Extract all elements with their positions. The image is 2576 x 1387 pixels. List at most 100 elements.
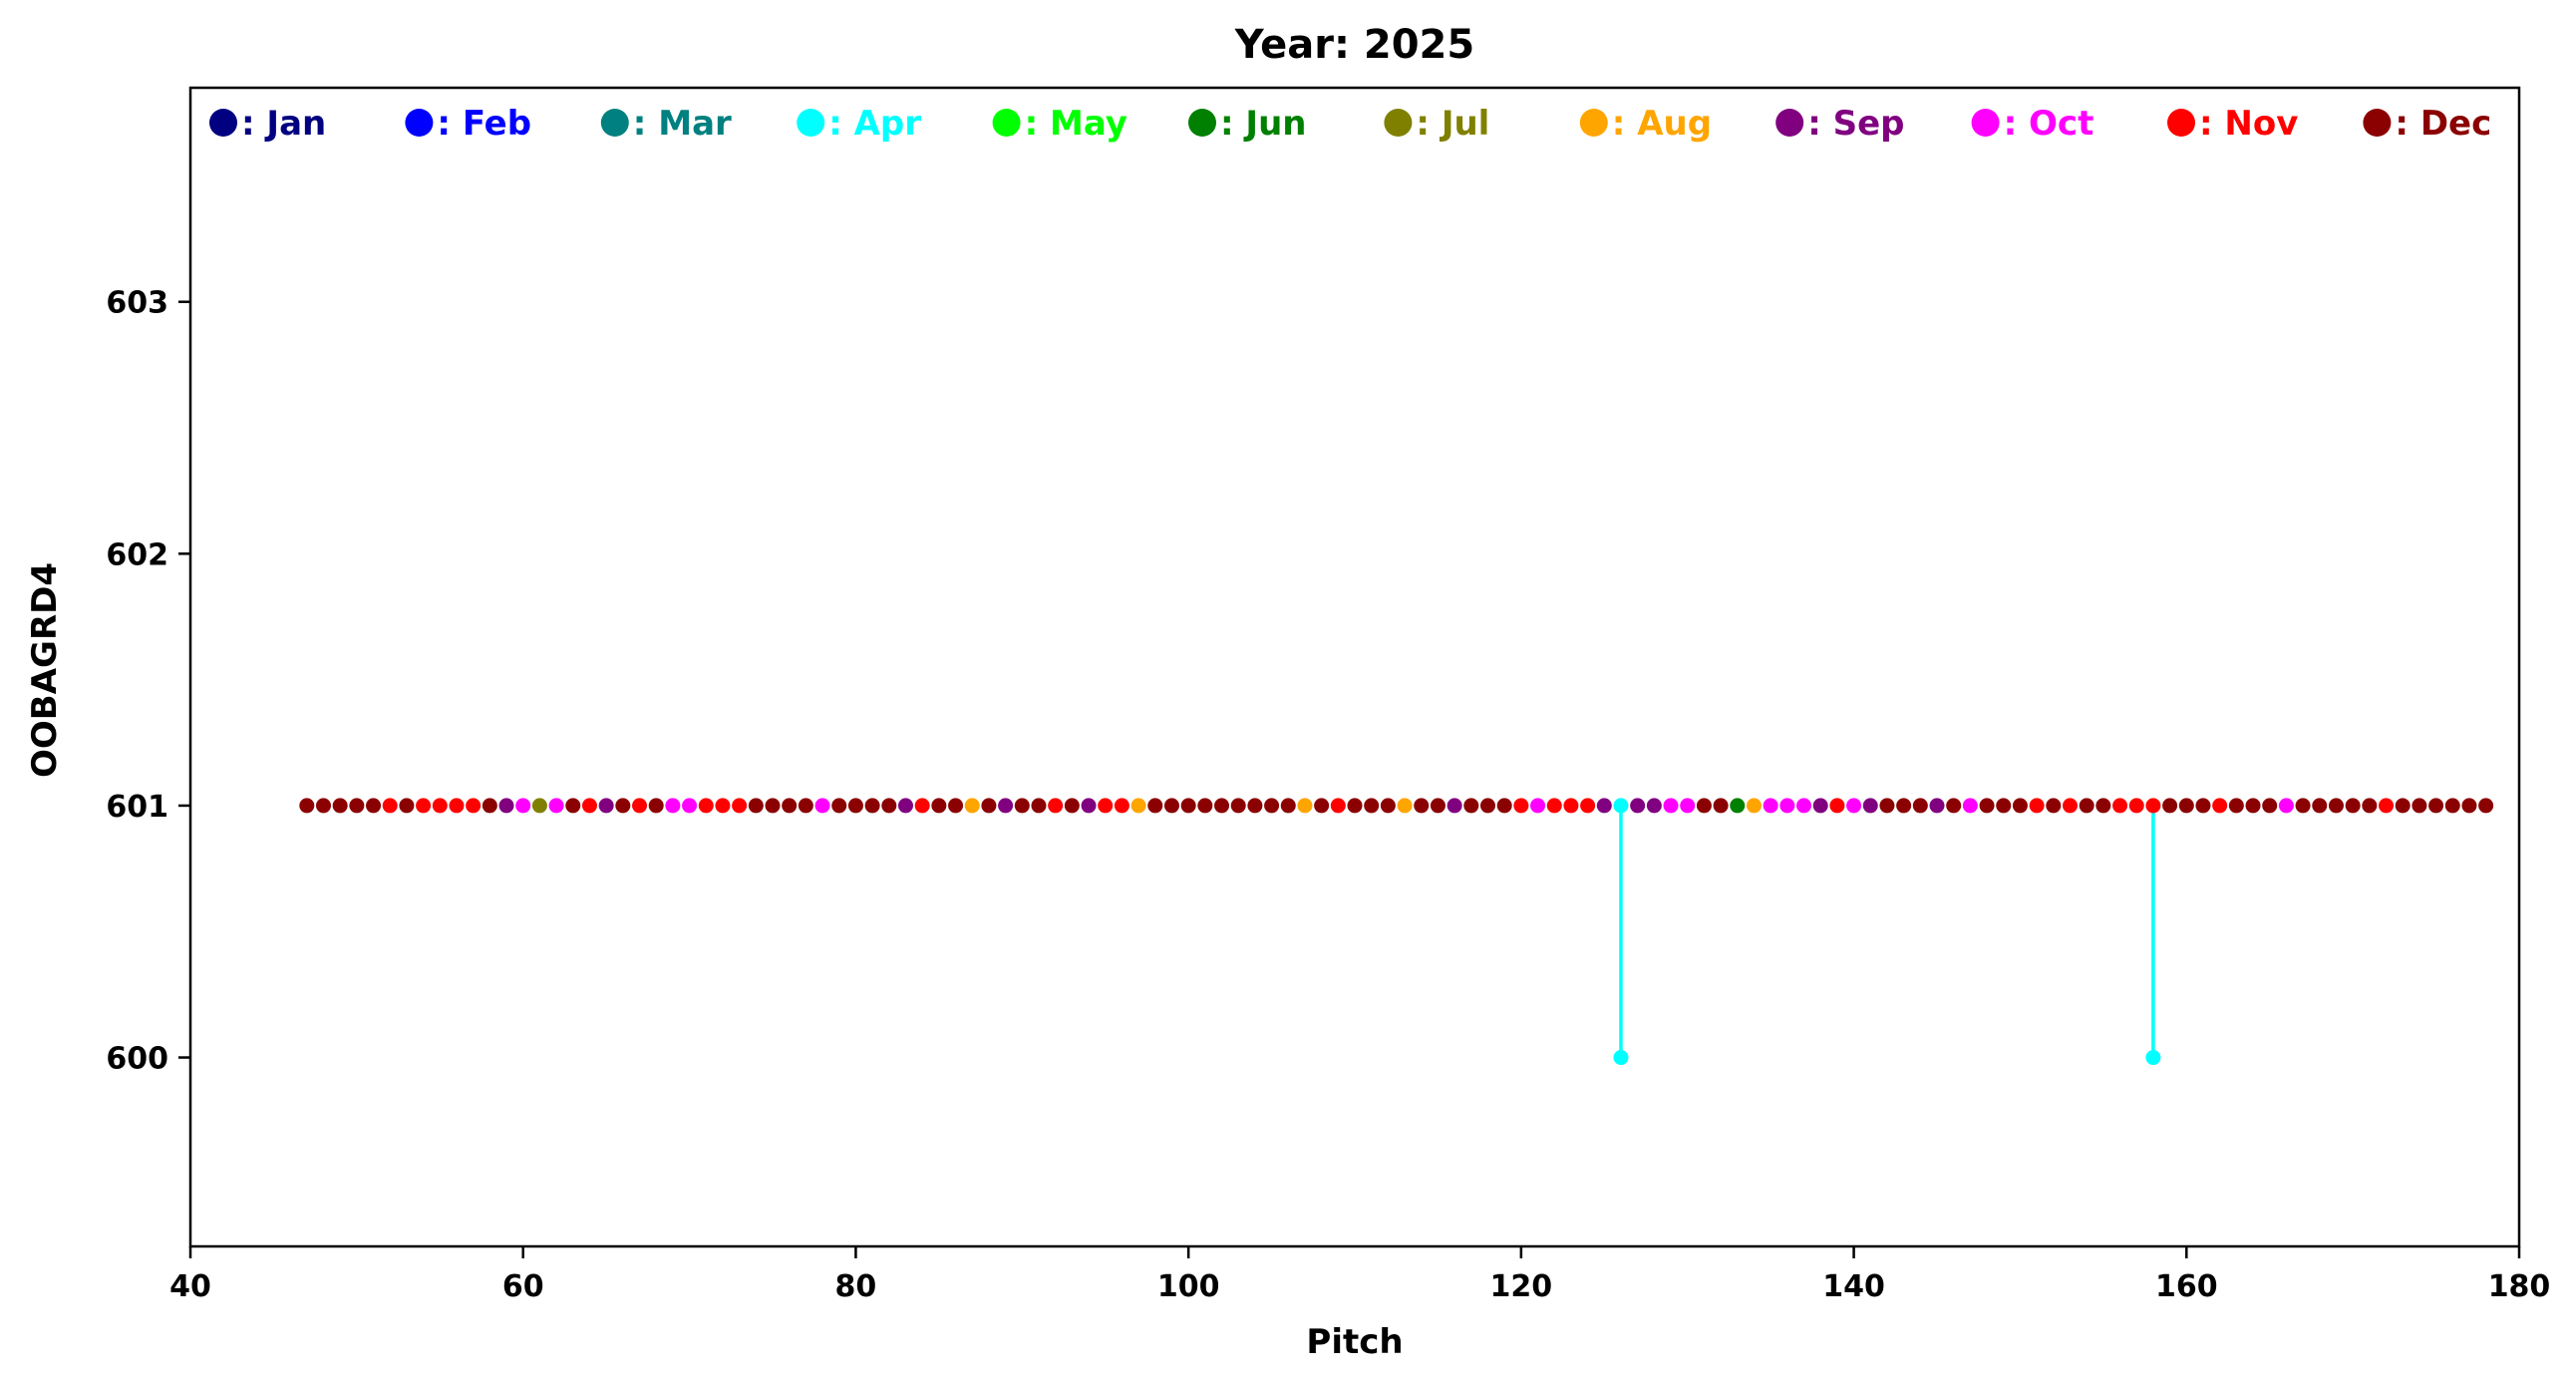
point-nov [698, 798, 714, 814]
point-nov [449, 798, 465, 814]
point-dec [1896, 798, 1912, 814]
point-dec [1031, 798, 1047, 814]
point-apr [2145, 1050, 2161, 1066]
point-aug [1746, 798, 1762, 814]
point-nov [416, 798, 432, 814]
point-dec [648, 798, 664, 814]
point-dec [2328, 798, 2344, 814]
legend-label-oct: : Oct [2004, 104, 2094, 144]
point-dec [1264, 798, 1280, 814]
legend-marker-oct [1971, 109, 2000, 137]
point-dec [565, 798, 581, 814]
x-tick-label: 100 [1157, 1269, 1220, 1304]
point-apr [1613, 1050, 1629, 1066]
point-dec [2228, 798, 2244, 814]
point-nov [1330, 798, 1346, 814]
legend-label-feb: : Feb [437, 104, 531, 144]
point-sep [598, 798, 614, 814]
point-dec [1197, 798, 1213, 814]
legend-label-jan: : Jan [241, 104, 326, 144]
point-dec [2012, 798, 2028, 814]
point-dec [349, 798, 365, 814]
point-dec [798, 798, 813, 814]
point-sep [998, 798, 1014, 814]
x-tick-label: 40 [169, 1269, 211, 1304]
plot-frame [188, 86, 2521, 1248]
point-dec [1180, 798, 1196, 814]
point-dec [1364, 798, 1380, 814]
point-dec [2395, 798, 2411, 814]
y-tick-label: 600 [106, 1042, 168, 1077]
point-dec [765, 798, 781, 814]
point-dec [1912, 798, 1928, 814]
point-sep [1596, 798, 1612, 814]
x-tick-label: 80 [835, 1269, 877, 1304]
point-dec [1163, 798, 1179, 814]
point-dec [2095, 798, 2111, 814]
legend-label-jun: : Jun [1220, 104, 1307, 144]
point-dec [981, 798, 997, 814]
point-aug [1130, 798, 1146, 814]
legend-label-mar: : Mar [633, 104, 732, 144]
point-oct [1962, 798, 1978, 814]
point-sep [1812, 798, 1828, 814]
point-dec [1230, 798, 1246, 814]
point-dec [1979, 798, 1995, 814]
point-dec [864, 798, 880, 814]
point-nov [432, 798, 448, 814]
point-nov [1546, 798, 1562, 814]
y-tick-label: 603 [106, 286, 168, 321]
point-dec [399, 798, 415, 814]
point-dec [748, 798, 764, 814]
point-dec [2195, 798, 2211, 814]
point-dec [782, 798, 798, 814]
point-dec [2412, 798, 2427, 814]
point-nov [2062, 798, 2078, 814]
point-nov [2379, 798, 2395, 814]
point-nov [1098, 798, 1114, 814]
point-nov [632, 798, 648, 814]
point-aug [1397, 798, 1413, 814]
point-oct [1680, 798, 1696, 814]
point-dec [831, 798, 847, 814]
point-oct [665, 798, 681, 814]
point-oct [1530, 798, 1546, 814]
point-nov [2128, 798, 2144, 814]
point-nov [914, 798, 930, 814]
point-dec [1280, 798, 1296, 814]
point-dec [1430, 798, 1446, 814]
point-nov [1563, 798, 1579, 814]
point-dec [2079, 798, 2094, 814]
point-nov [2112, 798, 2128, 814]
point-dec [2478, 798, 2494, 814]
legend-label-sep: : Sep [1807, 104, 1904, 144]
point-jul [531, 798, 547, 814]
x-tick-label: 140 [1822, 1269, 1885, 1304]
point-dec [948, 798, 964, 814]
point-dec [315, 798, 331, 814]
point-dec [881, 798, 897, 814]
point-dec [847, 798, 863, 814]
point-dec [2262, 798, 2278, 814]
legend-label-jul: : Jul [1416, 104, 1489, 144]
point-dec [1064, 798, 1080, 814]
point-dec [2461, 798, 2477, 814]
point-dec [299, 798, 315, 814]
point-nov [1114, 798, 1129, 814]
point-dec [1247, 798, 1263, 814]
point-dec [1463, 798, 1479, 814]
y-tick-label: 602 [106, 537, 168, 572]
point-dec [1496, 798, 1512, 814]
legend-marker-jul [1384, 109, 1413, 137]
point-oct [1846, 798, 1862, 814]
point-nov [1048, 798, 1064, 814]
legend-marker-mar [600, 109, 629, 137]
point-dec [2428, 798, 2444, 814]
legend-marker-sep [1775, 109, 1804, 137]
point-nov [715, 798, 731, 814]
point-nov [2029, 798, 2045, 814]
chart-title: Year: 2025 [1234, 22, 1474, 68]
point-sep [498, 798, 514, 814]
